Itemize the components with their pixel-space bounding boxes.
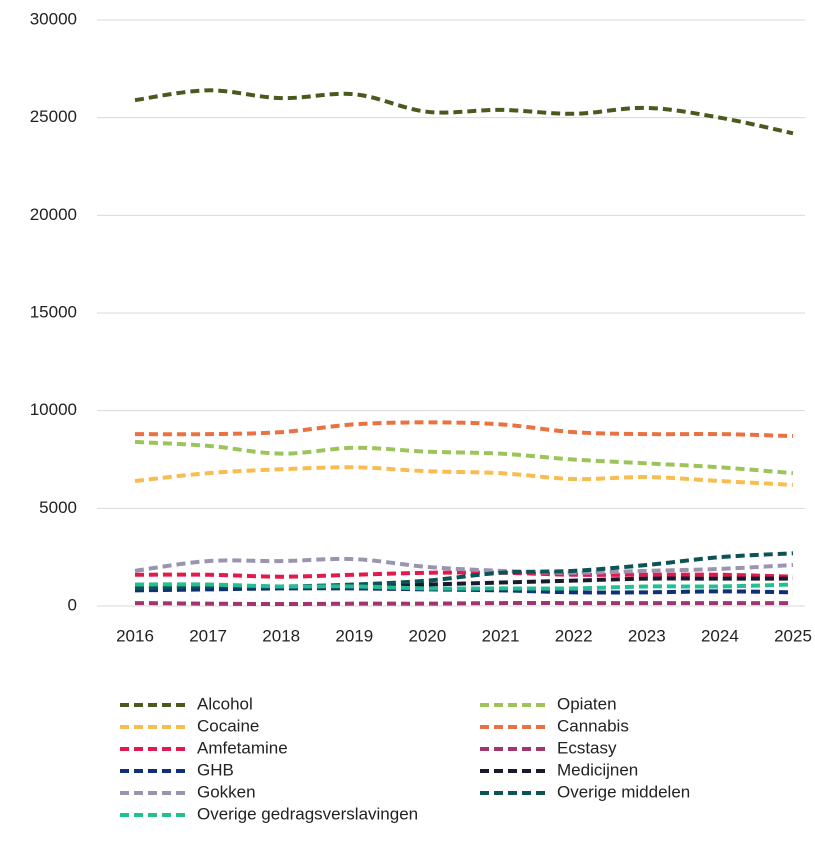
y-tick-label: 30000 — [30, 9, 77, 28]
legend-label: Cocaine — [197, 716, 259, 735]
series-line — [134, 576, 793, 591]
series-line — [134, 601, 793, 607]
legend-label: Overige gedragsverslavingen — [197, 804, 418, 823]
series-line — [134, 465, 794, 487]
x-tick-label: 2017 — [189, 626, 227, 645]
x-tick-label: 2019 — [335, 626, 373, 645]
series-line — [134, 556, 794, 575]
x-tick-label: 2025 — [774, 626, 812, 645]
series-line — [134, 570, 794, 579]
legend-label: GHB — [197, 760, 234, 779]
series-line — [134, 582, 794, 591]
x-tick-label: 2020 — [409, 626, 447, 645]
x-tick-label: 2018 — [262, 626, 300, 645]
legend-label: Amfetamine — [197, 738, 288, 757]
legend-label: Ecstasy — [557, 738, 617, 757]
y-tick-label: 25000 — [30, 107, 77, 126]
x-tick-label: 2022 — [555, 626, 593, 645]
y-tick-label: 0 — [68, 595, 77, 614]
legend-label: Medicijnen — [557, 760, 638, 779]
y-tick-label: 20000 — [30, 205, 77, 224]
x-tick-label: 2016 — [116, 626, 154, 645]
series-line — [134, 420, 794, 439]
series-line — [134, 439, 794, 476]
x-tick-label: 2021 — [482, 626, 520, 645]
y-tick-label: 15000 — [30, 302, 77, 321]
x-tick-label: 2023 — [628, 626, 666, 645]
y-tick-label: 5000 — [39, 498, 77, 517]
legend-label: Gokken — [197, 782, 256, 801]
legend-label: Alcohol — [197, 694, 253, 713]
x-tick-label: 2024 — [701, 626, 739, 645]
legend-label: Overige middelen — [557, 782, 690, 801]
y-tick-label: 10000 — [30, 400, 77, 419]
series-line — [134, 88, 794, 136]
series-line — [134, 551, 794, 591]
legend-label: Cannabis — [557, 716, 629, 735]
legend-label: Opiaten — [557, 694, 617, 713]
